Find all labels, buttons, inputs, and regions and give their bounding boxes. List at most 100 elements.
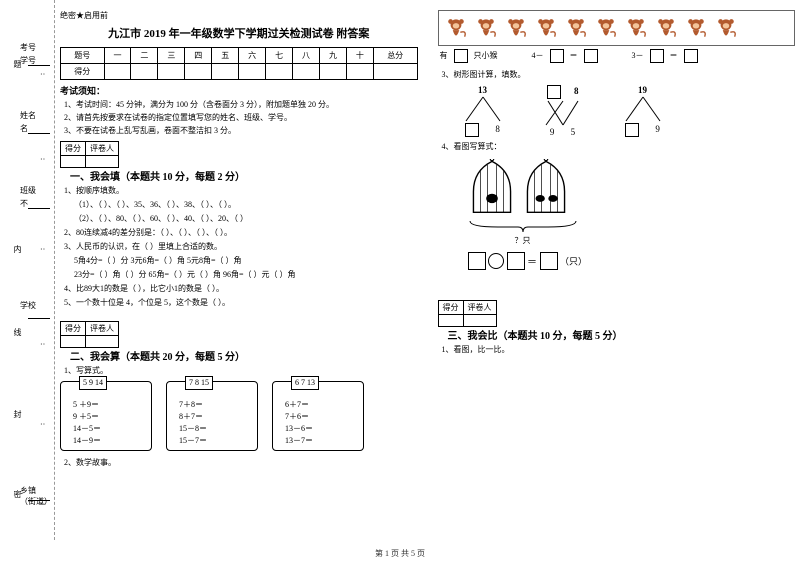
notice-title: 考试须知： bbox=[60, 84, 418, 97]
score-header: 九 bbox=[320, 48, 347, 64]
tree-top: 8 bbox=[574, 86, 579, 96]
monkey-icon bbox=[473, 15, 499, 41]
binding-vert: 封 bbox=[12, 410, 23, 426]
calc-line: 13－6＝ bbox=[285, 423, 357, 435]
monkey-icon bbox=[443, 15, 469, 41]
calc-line: 8＋7＝ bbox=[179, 411, 251, 423]
question: 1、按顺序填数。 bbox=[64, 185, 418, 197]
table-row: 得分 bbox=[61, 64, 418, 80]
label: 有 bbox=[440, 51, 448, 60]
answer-box[interactable] bbox=[550, 49, 564, 63]
binding-column: 考号 学号 ·· 题 姓名 名 ·· 班级 不 内 ·· 学校 线 ·· 封 ·… bbox=[0, 0, 55, 540]
score-header: 八 bbox=[293, 48, 320, 64]
tree-leaf: 9 bbox=[550, 127, 555, 137]
unit-label: （只） bbox=[560, 257, 587, 267]
answer-box[interactable] bbox=[465, 123, 479, 137]
score-header: 四 bbox=[185, 48, 212, 64]
tree-leaf: 5 bbox=[571, 127, 576, 137]
operator-box[interactable] bbox=[488, 253, 504, 269]
monkey-icon bbox=[623, 15, 649, 41]
tree-diagram: 8 9 5 bbox=[538, 85, 588, 137]
rule-line: 2、请首先按要求在试卷的指定位置填写您的姓名、班级、学号。 bbox=[64, 112, 418, 125]
calc-row: 5 9 14 5 ＋9＝ 9 ＋5＝ 14－5＝ 14－9＝ 7 8 15 7＋… bbox=[60, 381, 418, 451]
answer-box[interactable] bbox=[584, 49, 598, 63]
confidential-label: 绝密★启用前 bbox=[60, 10, 418, 21]
grade-box: 得分评卷人 bbox=[438, 300, 497, 327]
score-header: 题号 bbox=[61, 48, 105, 64]
grade-col: 评卷人 bbox=[86, 142, 119, 156]
grade-col: 得分 bbox=[438, 301, 463, 315]
calc-header: 6 7 13 bbox=[291, 376, 319, 390]
score-table: 题号 一 二 三 四 五 六 七 八 九 十 总分 得分 bbox=[60, 47, 418, 80]
left-column: 绝密★启用前 九江市 2019 年一年级数学下学期过关检测试卷 附答案 题号 一… bbox=[60, 10, 418, 471]
label: ＝ bbox=[670, 51, 678, 60]
rule-line: 3、不要在试卷上乱写乱画，卷面不整洁扣 3 分。 bbox=[64, 125, 418, 138]
answer-box[interactable] bbox=[507, 252, 525, 270]
question: 1、写算式。 bbox=[64, 365, 418, 377]
calc-line: 15－7＝ bbox=[179, 435, 251, 447]
answer-box[interactable] bbox=[684, 49, 698, 63]
question: 23分=（ ）角（ ）分 65角=（ ）元（ ）角 96角=（ ）元（ ）角 bbox=[74, 269, 418, 281]
answer-box[interactable] bbox=[468, 252, 486, 270]
answer-box[interactable] bbox=[547, 85, 561, 99]
binding-line bbox=[28, 318, 50, 319]
question: 2、数学故事。 bbox=[64, 457, 418, 469]
question: 1、看图，比一比。 bbox=[442, 344, 796, 356]
label: 只小猴 bbox=[474, 51, 498, 60]
label: 3－ bbox=[632, 51, 644, 60]
tree-top: 19 bbox=[638, 85, 647, 95]
tree-diagram: 13 8 bbox=[458, 85, 508, 137]
score-header: 三 bbox=[158, 48, 185, 64]
answer-box[interactable] bbox=[650, 49, 664, 63]
right-column: 有 只小猴 4－ ＝ 3－ ＝ 3、树形图计算，填数。 13 8 8 bbox=[438, 10, 796, 471]
table-row: 题号 一 二 三 四 五 六 七 八 九 十 总分 bbox=[61, 48, 418, 64]
answer-box[interactable] bbox=[625, 123, 639, 137]
question: 5角4分=（ ）分 3元6角=（ ）角 5元8角=（ ）角 bbox=[74, 255, 418, 267]
monkey-row bbox=[438, 10, 796, 46]
grade-col: 评卷人 bbox=[463, 301, 496, 315]
exam-rules: 1、考试时间：45 分钟，满分为 100 分（含卷面分 3 分），附加题单独 2… bbox=[64, 99, 418, 137]
monkey-equation-row: 有 只小猴 4－ ＝ 3－ ＝ bbox=[438, 49, 796, 63]
binding-line bbox=[28, 133, 50, 134]
grade-col: 评卷人 bbox=[86, 322, 119, 336]
calc-box: 5 9 14 5 ＋9＝ 9 ＋5＝ 14－5＝ 14－9＝ bbox=[60, 381, 152, 451]
binding-line bbox=[28, 500, 50, 501]
calc-line: 9 ＋5＝ bbox=[73, 411, 145, 423]
monkey-icon bbox=[653, 15, 679, 41]
answer-box[interactable] bbox=[454, 49, 468, 63]
calc-line: 13－7＝ bbox=[285, 435, 357, 447]
calc-line: 14－5＝ bbox=[73, 423, 145, 435]
binding-label: 学校 bbox=[20, 300, 50, 311]
label: 4－ bbox=[532, 51, 544, 60]
tree-leaf: 9 bbox=[655, 124, 660, 134]
binding-label: 考号 bbox=[20, 42, 50, 53]
calc-line: 15－8＝ bbox=[179, 423, 251, 435]
binding-label: 班级 bbox=[20, 185, 50, 196]
question: 4、看图写算式： bbox=[442, 141, 796, 153]
calc-line: 14－9＝ bbox=[73, 435, 145, 447]
score-header: 二 bbox=[131, 48, 158, 64]
birdcage-icon bbox=[468, 159, 516, 217]
score-header: 七 bbox=[266, 48, 293, 64]
question: （1）、（ ）、（ ）、35、36、（ ）、38、（ ）、（ ）。 bbox=[74, 199, 418, 211]
question: 4、比89大1的数是（ ），比它小1的数是（ ）。 bbox=[64, 283, 418, 295]
calc-header: 5 9 14 bbox=[79, 376, 107, 390]
page-footer: 第 1 页 共 5 页 bbox=[0, 548, 800, 559]
monkey-icon bbox=[563, 15, 589, 41]
monkey-icon bbox=[683, 15, 709, 41]
question: （2）、（ ）、80、（ ）、60、（ ）、40、（ ）、20、（ ） bbox=[74, 213, 418, 225]
calc-header: 7 8 15 bbox=[185, 376, 213, 390]
section-title: 二、我会算（本题共 20 分，每题 5 分） bbox=[70, 348, 245, 363]
score-header: 总分 bbox=[373, 48, 417, 64]
calc-box: 6 7 13 6＋7＝ 7＋6＝ 13－6＝ 13－7＝ bbox=[272, 381, 364, 451]
answer-box[interactable] bbox=[540, 252, 558, 270]
brace-icon bbox=[468, 219, 578, 233]
tree-diagram: 19 9 bbox=[618, 85, 668, 137]
tree-top: 13 bbox=[478, 85, 487, 95]
grade-box: 得分评卷人 bbox=[60, 321, 119, 348]
binding-line bbox=[28, 208, 50, 209]
equation-row: ＝ （只） bbox=[468, 252, 796, 270]
score-header: 一 bbox=[104, 48, 131, 64]
question: 3、人民币的认识，在（ ）里填上合适的数。 bbox=[64, 241, 418, 253]
binding-vert: 密 bbox=[12, 490, 23, 506]
